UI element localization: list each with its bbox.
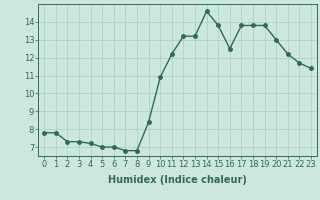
- X-axis label: Humidex (Indice chaleur): Humidex (Indice chaleur): [108, 175, 247, 185]
